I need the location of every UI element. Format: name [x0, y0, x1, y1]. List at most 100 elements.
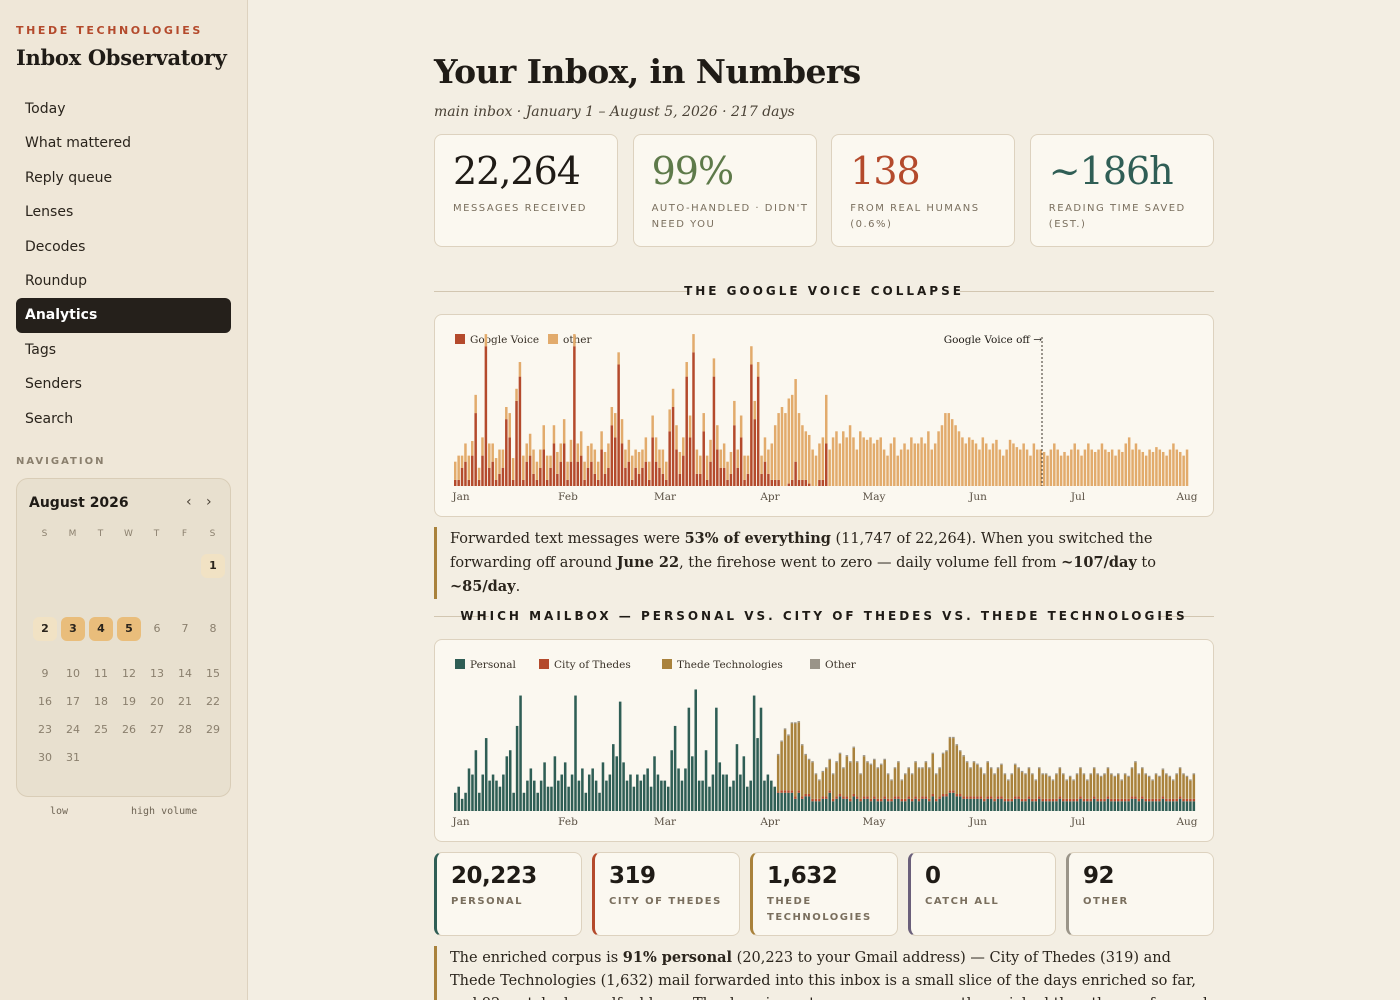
chart-bar — [1053, 443, 1056, 486]
calendar-day[interactable]: 24 — [66, 723, 80, 736]
chart-bar — [491, 461, 494, 486]
app-title[interactable]: Inbox Observatory — [16, 45, 227, 70]
chart-bar — [907, 768, 910, 797]
calendar-day[interactable]: 15 — [206, 667, 220, 680]
calendar-day[interactable]: 30 — [38, 751, 52, 764]
sidebar-item-senders[interactable]: Senders — [25, 376, 82, 393]
calendar-day[interactable]: 10 — [66, 667, 80, 680]
chart-bar — [505, 419, 508, 486]
calendar-day[interactable]: 2 — [33, 617, 57, 641]
calendar-day[interactable]: 20 — [150, 695, 164, 708]
chart-bar — [998, 449, 1002, 486]
chart-bar — [869, 798, 873, 802]
calendar-day[interactable]: 3 — [61, 617, 85, 641]
sidebar-item-lenses[interactable]: Lenses — [25, 204, 74, 221]
calendar-day[interactable]: 9 — [41, 667, 49, 680]
chart-bar — [852, 746, 856, 748]
chart-bar — [1189, 779, 1192, 781]
chart-bar — [838, 752, 842, 754]
calendar-day[interactable]: 16 — [38, 695, 52, 708]
chart-bar — [474, 413, 477, 486]
chart-bar — [494, 458, 498, 480]
calendar-day[interactable]: 17 — [66, 695, 80, 708]
calendar-day[interactable]: 14 — [178, 667, 192, 680]
chart-bar — [760, 473, 763, 486]
calendar-day[interactable]: 26 — [122, 723, 136, 736]
chart-bar — [642, 774, 646, 811]
chart-bar — [899, 449, 903, 486]
chart-bar — [787, 483, 791, 486]
chart-bar — [1127, 775, 1130, 777]
chart-bar — [978, 449, 981, 486]
chart-bar — [478, 792, 481, 811]
chart-bar — [1151, 801, 1154, 811]
calendar-day[interactable]: 29 — [206, 723, 220, 736]
chart-bar — [910, 773, 914, 775]
sidebar-item-decodes[interactable]: Decodes — [25, 238, 86, 255]
calendar-day[interactable]: 7 — [181, 622, 189, 635]
chart-bar — [1158, 775, 1161, 777]
chart-bar — [954, 425, 957, 486]
chart-bar — [760, 455, 763, 474]
chart-bar — [573, 346, 576, 486]
calendar-day[interactable]: 6 — [153, 622, 161, 635]
chart-bar — [1019, 449, 1022, 486]
chevron-right-icon[interactable]: › — [206, 494, 212, 510]
calendar-day[interactable]: 11 — [94, 667, 108, 680]
calendar-day[interactable]: 18 — [94, 695, 108, 708]
chart-bar — [900, 779, 904, 781]
chart-bar — [787, 792, 790, 811]
chart-bar — [842, 798, 845, 811]
chart-bar — [481, 774, 485, 811]
chart-bar — [637, 473, 641, 486]
chart-bar — [637, 451, 641, 474]
sidebar-item-analytics[interactable]: Analytics — [16, 298, 231, 333]
chart-bar — [756, 738, 759, 811]
calendar-day[interactable]: 23 — [38, 723, 52, 736]
kpi-value: 138 — [850, 149, 921, 193]
chart-bar — [794, 379, 797, 462]
sidebar-item-roundup[interactable]: Roundup — [25, 272, 88, 289]
chevron-left-icon[interactable]: ‹ — [186, 494, 192, 510]
chart-bar — [1079, 768, 1082, 797]
calendar-day[interactable]: 13 — [150, 667, 164, 680]
calendar-day[interactable]: 4 — [89, 617, 113, 641]
chart-bar — [1103, 774, 1106, 799]
calendar-day[interactable]: 25 — [94, 723, 108, 736]
sidebar-item-tags[interactable]: Tags — [25, 341, 56, 358]
sidebar-item-search[interactable]: Search — [25, 410, 74, 427]
chart-bar — [1134, 761, 1137, 763]
calendar-day[interactable]: 5 — [117, 617, 141, 641]
sidebar-item-reply-queue[interactable]: Reply queue — [25, 169, 113, 186]
calendar-day[interactable]: 19 — [122, 695, 136, 708]
chart-bar — [508, 413, 511, 438]
chart-bar — [989, 767, 993, 769]
chart-bar — [865, 439, 869, 486]
chart-mailbox: Personal City of Thedes Thede Technologies… — [434, 639, 1214, 842]
chart-bar — [671, 388, 675, 407]
callout-mailbox: The enriched corpus is 91% personal (20,… — [434, 946, 1214, 1000]
calendar-day[interactable]: 12 — [122, 667, 136, 680]
calendar-day[interactable]: 22 — [206, 695, 220, 708]
calendar-day[interactable]: 27 — [150, 723, 164, 736]
chart-bar — [794, 722, 797, 724]
chart-bar — [1154, 801, 1158, 811]
calendar-day[interactable]: 1 — [201, 554, 225, 578]
chart-bar — [1041, 801, 1044, 811]
calendar-day[interactable]: 28 — [178, 723, 192, 736]
sidebar-item-what-mattered[interactable]: What mattered — [25, 135, 131, 152]
chart-bar — [542, 449, 545, 486]
sidebar-item-today[interactable]: Today — [25, 101, 66, 117]
chart-bar — [1192, 801, 1196, 811]
calendar-day[interactable]: 31 — [66, 751, 80, 764]
chart-bar — [736, 449, 739, 468]
chart-bar — [715, 707, 718, 811]
chart-bar — [1121, 451, 1124, 486]
chart-bar — [972, 762, 976, 797]
calendar-day[interactable]: 21 — [178, 695, 192, 708]
calendar-day[interactable]: 8 — [209, 622, 217, 635]
chart-bar — [1017, 796, 1020, 799]
chart-bar — [1182, 773, 1185, 775]
chart-bar — [790, 479, 794, 486]
chart-bar — [914, 796, 917, 799]
